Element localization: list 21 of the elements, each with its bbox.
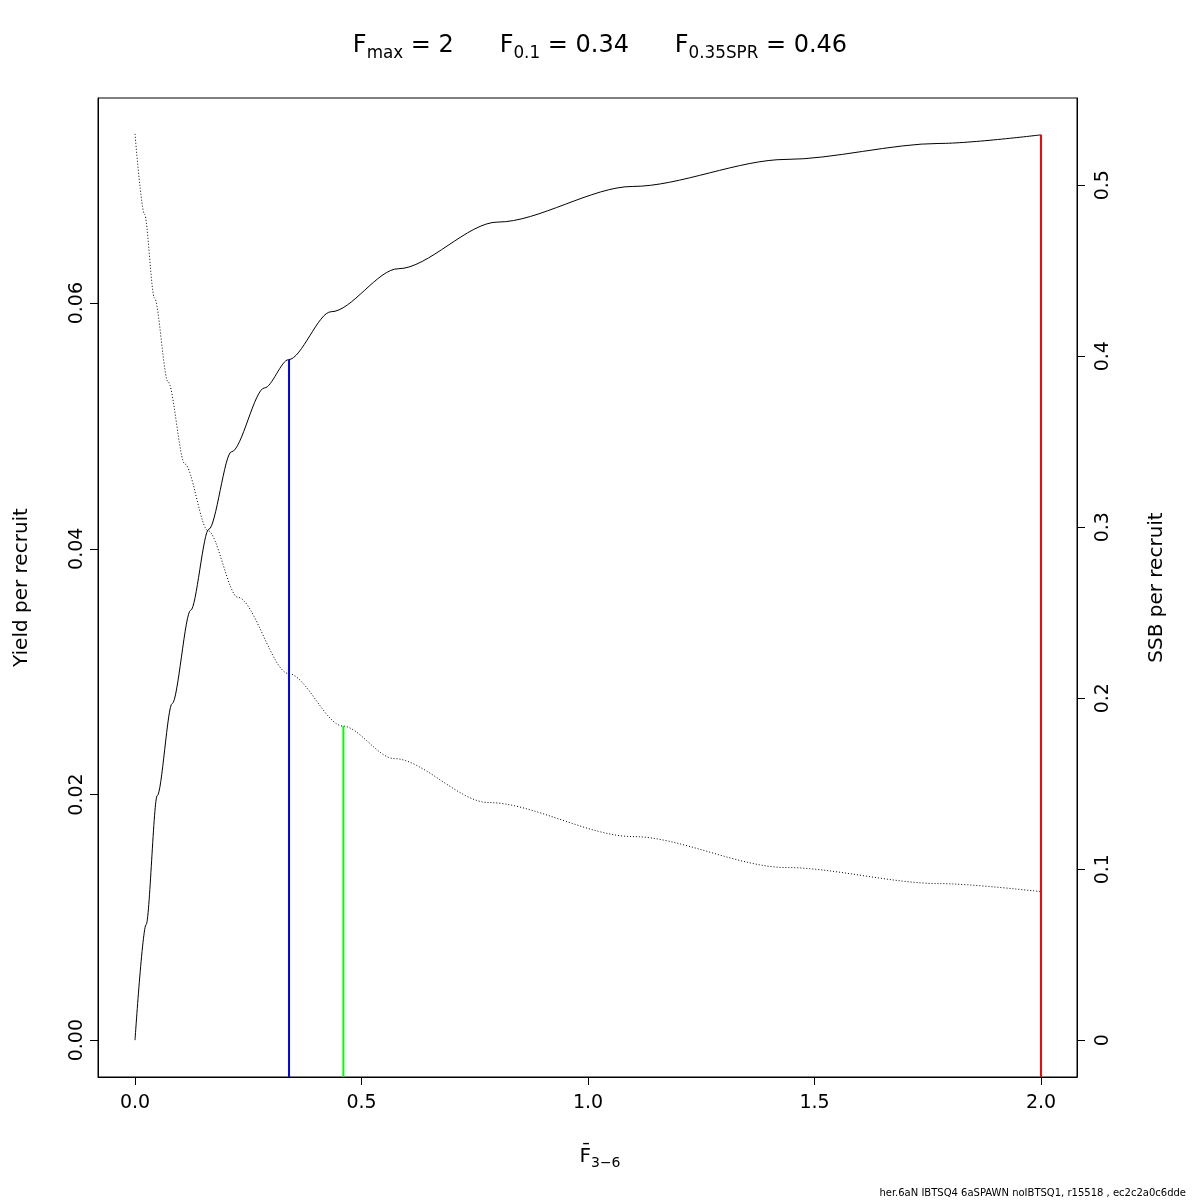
- x-tick-label: 1.5: [799, 1089, 830, 1112]
- y2-tick-label: 0.1: [1089, 854, 1112, 885]
- text: her.6aN IBTSQ4 6aSPAWN noIBTSQ1, r15518 , ec2c2a0c6dde: [879, 1187, 1186, 1198]
- line-series: [134, 134, 1042, 1041]
- y-tick-label: 0.04: [63, 527, 86, 570]
- y2-tick-label: 0: [1089, 1034, 1112, 1047]
- y2-axis-title: SSB per recruit: [1143, 512, 1167, 663]
- y2-tick-label: 0.2: [1089, 683, 1112, 714]
- y-axis-title: Yield per recruit: [8, 507, 32, 668]
- y2-tick-label: 0.3: [1089, 512, 1112, 543]
- y2-tick-label: 0.5: [1089, 170, 1112, 201]
- y-tick-label: 0.06: [63, 281, 86, 325]
- chart-title: F$_{max}$ = 2 F$_{0.1}$ = 0.34 F$_{0.35SPR}$ = 0.46: [351, 30, 849, 62]
- x-axis-title: F̄$_{3−6}$: [578, 1143, 622, 1170]
- y-tick-label: 0.02: [63, 773, 86, 816]
- y2-tick-label: 0.4: [1089, 341, 1112, 372]
- x-tick-label: 0.0: [119, 1089, 151, 1112]
- x-tick-label: 0.5: [346, 1089, 377, 1112]
- y-tick-label: 0.00: [63, 1018, 86, 1062]
- x-tick-label: 2.0: [1025, 1089, 1057, 1112]
- x-tick-label: 1.0: [572, 1089, 604, 1112]
